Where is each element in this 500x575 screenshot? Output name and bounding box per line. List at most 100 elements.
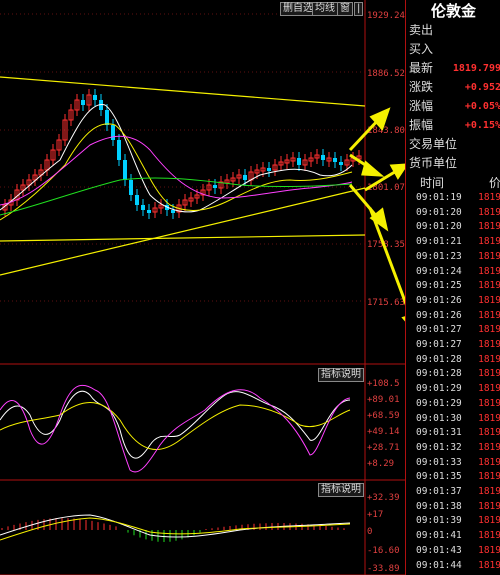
tick-price: 1819: [478, 427, 500, 439]
macd-info-button[interactable]: 指标说明: [318, 483, 364, 497]
ma-green: [0, 177, 353, 216]
kdj-j: [0, 384, 351, 473]
tick-row[interactable]: 09:01:26 1819: [406, 295, 500, 307]
tick-row[interactable]: 09:01:37 1819: [406, 486, 500, 498]
candle-body: [171, 210, 175, 213]
tick-price: 1819: [478, 471, 500, 483]
divider-button[interactable]: |: [354, 2, 364, 16]
candle-body: [188, 197, 194, 202]
axis-label: 1715.632: [367, 298, 410, 308]
quote-row: 涨幅 +0.05%: [406, 98, 500, 115]
macd-histogram: [1, 518, 345, 542]
tick-row[interactable]: 09:01:29 1819: [406, 383, 500, 395]
tick-row[interactable]: 09:01:41 1819: [406, 530, 500, 542]
candle-body: [105, 110, 109, 125]
tick-price: 1819: [478, 353, 500, 365]
candle-body: [326, 157, 332, 162]
tick-time: 09:01:29: [416, 383, 462, 395]
tick-time: 09:01:21: [416, 236, 462, 248]
candle-body: [321, 155, 325, 160]
tick-price: 1819: [478, 559, 500, 571]
quote-value: +0.05%: [464, 101, 500, 112]
tick-row[interactable]: 09:01:23 1819: [406, 251, 500, 263]
tick-row[interactable]: 09:01:38 1819: [406, 501, 500, 513]
tick-row[interactable]: 09:01:33 1819: [406, 457, 500, 469]
quote-row: 涨跌 +0.952: [406, 79, 500, 96]
quote-label: 涨幅: [409, 99, 434, 113]
tick-time: 09:01:26: [416, 309, 462, 321]
quote-row: 买入: [406, 41, 500, 58]
tick-price: 1819: [478, 530, 500, 542]
candle-body: [297, 158, 301, 165]
tick-price: 1819: [478, 339, 500, 350]
tick-row[interactable]: 09:01:29 1819: [406, 398, 500, 410]
tick-time: 09:01:28: [416, 368, 462, 380]
tick-row[interactable]: 09:01:39 1819: [406, 515, 500, 527]
price-col-header: 价: [488, 176, 500, 190]
axis-label: 1886.523: [367, 69, 410, 79]
tick-time: 09:01:37: [416, 486, 462, 497]
candle-body: [284, 159, 290, 164]
tick-time: 09:01:31: [416, 427, 462, 439]
candle-body: [135, 195, 139, 205]
candle-body: [68, 109, 74, 121]
kdj-info-button[interactable]: 指标说明: [318, 368, 364, 382]
tick-row[interactable]: 09:01:35 1819: [406, 471, 500, 483]
candle-body: [194, 194, 200, 199]
tick-row[interactable]: 09:01:25 1819: [406, 280, 500, 292]
tick-price: 1819: [478, 441, 500, 453]
tick-row[interactable]: 09:01:21 1819: [406, 236, 500, 248]
tick-price: 1819: [478, 368, 500, 380]
candle-body: [93, 95, 97, 100]
kdj-axis: +108.5 +89.01 +68.59 +49.14 +28.71 +8.29: [367, 379, 400, 469]
candle-body: [20, 184, 26, 191]
axis-label: +8.29: [367, 459, 394, 469]
tick-row[interactable]: 09:01:31 1819: [406, 427, 500, 439]
candle-body: [176, 204, 182, 213]
axis-label: -33.89: [367, 564, 400, 574]
candle-body: [81, 100, 85, 105]
tick-row[interactable]: 09:01:26 1819: [406, 310, 500, 322]
candle-body: [129, 180, 133, 195]
trend-lines: [0, 76, 366, 276]
tick-row[interactable]: 09:01:32 1819: [406, 442, 500, 454]
tick-row[interactable]: 09:01:44 1819: [406, 560, 500, 572]
candle-body: [111, 125, 115, 140]
tick-price: 1819: [478, 309, 500, 321]
axis-label: +89.01: [367, 395, 400, 405]
tick-row[interactable]: 09:01:27 1819: [406, 339, 500, 351]
instrument-title: 伦敦金: [430, 2, 476, 20]
candle-body: [26, 179, 32, 186]
axis-label: +17: [367, 510, 383, 520]
candle-body: [62, 119, 68, 141]
quote-row: 振幅 +0.15%: [406, 117, 500, 134]
remove-favorite-button[interactable]: 删自选: [280, 2, 316, 16]
tick-time: 09:01:29: [416, 397, 462, 409]
tick-row[interactable]: 09:01:19 1819: [406, 192, 500, 204]
moving-average-button[interactable]: 均线: [312, 2, 338, 16]
tick-row[interactable]: 09:01:28 1819: [406, 354, 500, 366]
tick-row[interactable]: 09:01:27 1819: [406, 324, 500, 336]
candle-body: [356, 155, 362, 160]
tick-row[interactable]: 09:01:43 1819: [406, 545, 500, 557]
tick-time: 09:01:19: [416, 192, 462, 203]
tick-time: 09:01:39: [416, 515, 462, 527]
price-axis: 1929.246 1886.523 1843.800 1801.077 1758.354…: [367, 11, 410, 308]
window-button[interactable]: 窗: [337, 2, 353, 16]
tick-time: 09:01:44: [416, 559, 462, 571]
candle-body: [278, 161, 284, 166]
tick-row[interactable]: 09:01:20 1819: [406, 207, 500, 219]
candle-body: [254, 169, 260, 174]
axis-label: 1801.077: [367, 183, 410, 193]
tick-row[interactable]: 09:01:28 1819: [406, 368, 500, 380]
candle-body: [182, 199, 188, 206]
axis-label: +49.14: [367, 427, 400, 437]
tick-row[interactable]: 09:01:20 1819: [406, 221, 500, 233]
tick-row[interactable]: 09:01:24 1819: [406, 266, 500, 278]
tick-row[interactable]: 09:01:30 1819: [406, 413, 500, 425]
tick-time: 09:01:38: [416, 500, 462, 512]
axis-label: +28.71: [367, 443, 400, 453]
macd-dea: [0, 517, 351, 541]
tick-price: 1819: [478, 294, 500, 306]
quote-row: 卖出: [406, 22, 500, 39]
